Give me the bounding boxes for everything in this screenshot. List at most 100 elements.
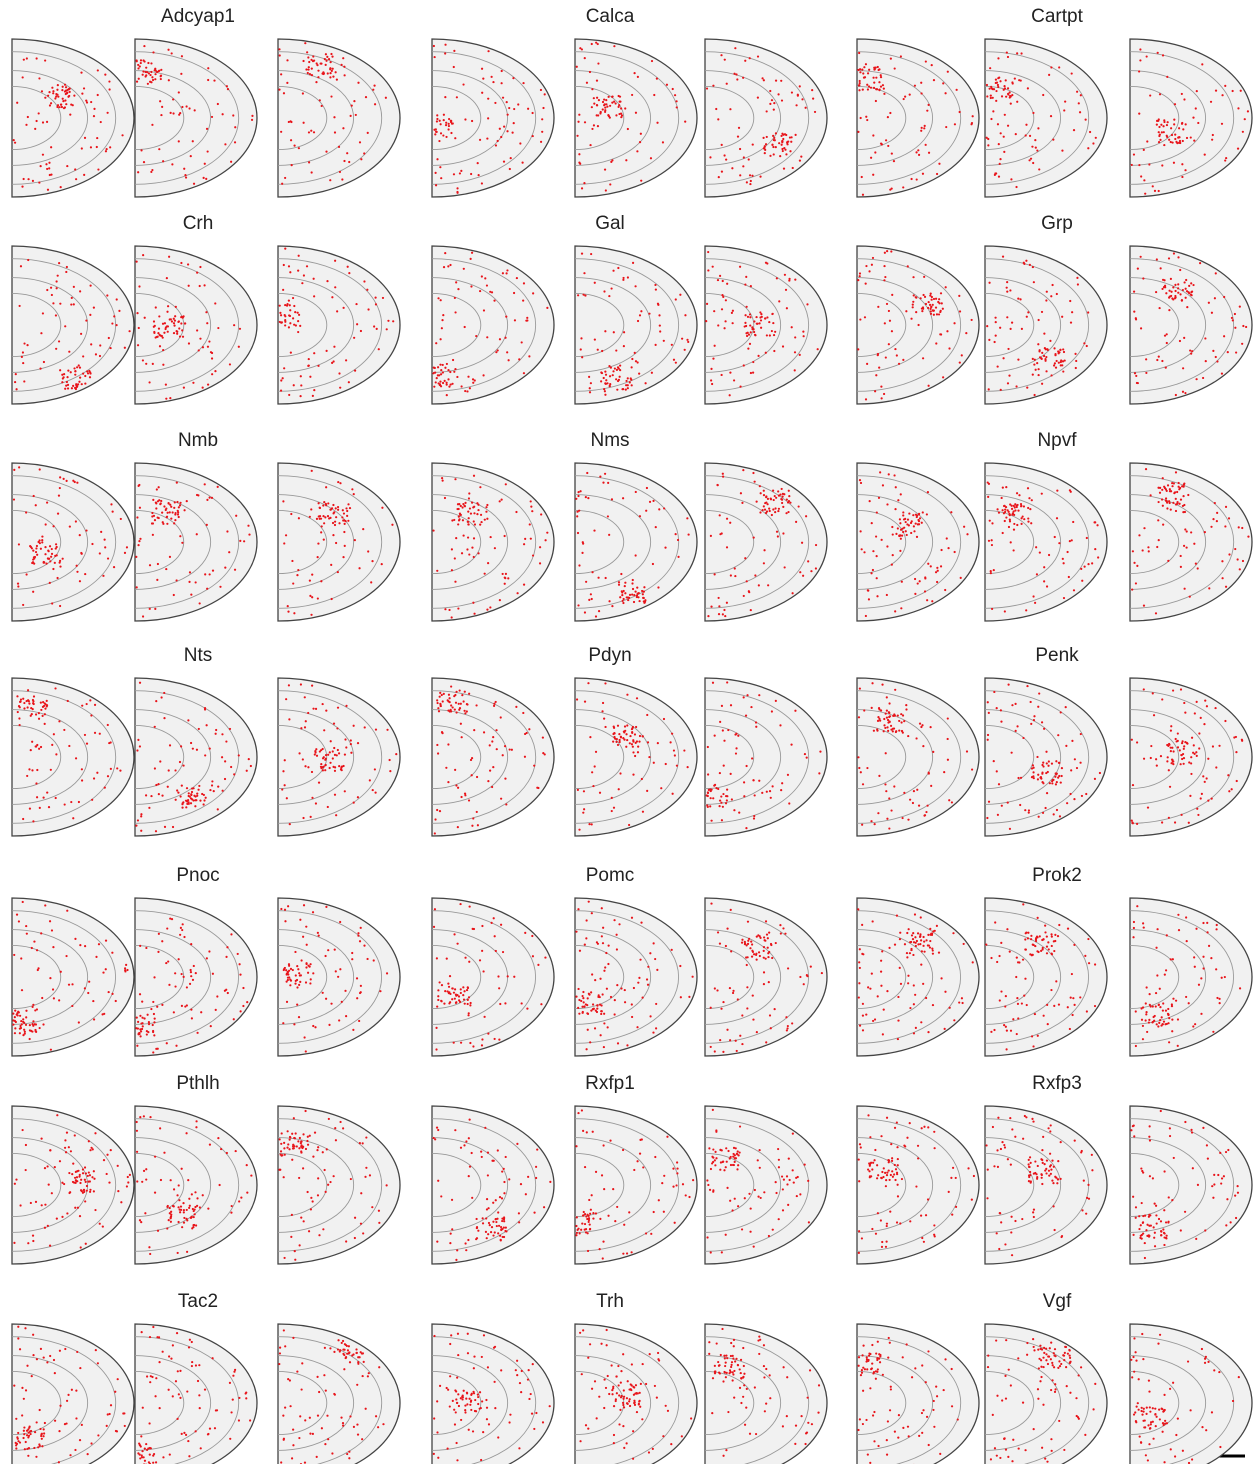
expression-dot [79,290,81,292]
expression-dot [752,994,754,996]
expression-dot [747,316,749,318]
brain-section [432,463,554,621]
expression-dot [284,759,286,761]
expression-dot [485,506,487,508]
expression-dot [732,322,734,324]
expression-dot [589,144,591,146]
expression-dot [357,796,359,798]
expression-dot [1155,992,1157,994]
expression-dot [185,800,187,802]
expression-dot [489,606,491,608]
expression-dot [1028,812,1030,814]
expression-dot [763,505,765,507]
expression-dot [874,151,876,153]
expression-dot [56,1218,58,1220]
expression-dot [474,523,476,525]
expression-dot [364,726,366,728]
expression-dot [374,792,376,794]
expression-dot [209,789,211,791]
expression-dot [719,514,721,516]
expression-dot [179,934,181,936]
expression-dot [197,789,199,791]
expression-dot [464,390,466,392]
expression-dot [988,339,990,341]
expression-dot [1058,762,1060,764]
expression-dot [799,976,801,978]
expression-dot [167,786,169,788]
expression-dot [916,178,918,180]
panel-title: Nmb [178,430,218,451]
expression-dot [190,969,192,971]
expression-dot [858,89,860,91]
expression-dot [745,276,747,278]
expression-dot [676,765,678,767]
expression-dot [1143,688,1145,690]
expression-dot [63,478,65,480]
expression-dot [111,952,113,954]
expression-dot [819,751,821,753]
expression-dot [718,805,720,807]
expression-dot [1036,149,1038,151]
expression-dot [758,780,760,782]
brain-section [278,898,400,1056]
expression-dot [1162,125,1164,127]
expression-dot [84,734,86,736]
expression-dot [657,742,659,744]
expression-dot [1027,487,1029,489]
expression-dot [722,476,724,478]
expression-dot [521,341,523,343]
expression-dot [508,107,510,109]
expression-dot [622,497,624,499]
expression-dot [473,537,475,539]
expression-dot [285,534,287,536]
expression-dot [630,377,632,379]
expression-dot [877,716,879,718]
expression-dot [44,1167,46,1169]
expression-dot [1163,144,1165,146]
expression-dot [375,728,377,730]
expression-dot [293,305,295,307]
expression-dot [769,510,771,512]
expression-dot [1168,309,1170,311]
expression-dot [925,811,927,813]
expression-dot [1011,508,1013,510]
expression-dot [219,586,221,588]
expression-dot [1020,777,1022,779]
expression-dot [499,500,501,502]
expression-dot [432,529,434,531]
expression-dot [591,43,593,45]
expression-dot [627,387,629,389]
expression-dot [289,984,291,986]
expression-dot [19,706,21,708]
expression-dot [677,556,679,558]
expression-dot [721,308,723,310]
expression-dot [986,325,988,327]
expression-dot [763,971,765,973]
expression-dot [891,526,893,528]
expression-dot [178,320,180,322]
expression-dot [228,551,230,553]
expression-dot [581,252,583,254]
expression-dot [791,91,793,93]
expression-dot [453,173,455,175]
expression-dot [619,376,621,378]
expression-dot [34,128,36,130]
expression-dot [989,520,991,522]
expression-dot [584,611,586,613]
expression-dot [322,766,324,768]
expression-dot [578,153,580,155]
expression-dot [320,766,322,768]
expression-dot [860,771,862,773]
expression-dot [454,368,456,370]
expression-dot [1042,765,1044,767]
expression-dot [79,580,81,582]
expression-dot [597,943,599,945]
expression-dot [777,510,779,512]
expression-dot [599,792,601,794]
expression-dot [1137,268,1139,270]
expression-dot [447,699,449,701]
expression-dot [491,786,493,788]
expression-dot [523,282,525,284]
expression-dot [79,376,81,378]
expression-dot [308,358,310,360]
